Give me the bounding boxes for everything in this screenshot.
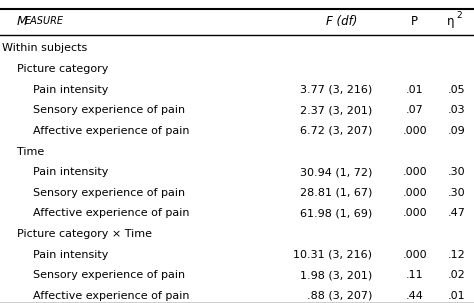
Text: .03: .03	[447, 105, 465, 115]
Text: 61.98 (1, 69): 61.98 (1, 69)	[300, 208, 372, 218]
Text: Affective experience of pain: Affective experience of pain	[33, 126, 190, 136]
Text: P: P	[411, 15, 418, 28]
Text: Affective experience of pain: Affective experience of pain	[33, 291, 190, 301]
Text: Time: Time	[17, 146, 44, 157]
Text: 1.98 (3, 201): 1.98 (3, 201)	[300, 270, 372, 280]
Text: 2: 2	[456, 11, 462, 20]
Text: .05: .05	[447, 85, 465, 95]
Text: .47: .47	[447, 208, 465, 218]
Text: .07: .07	[406, 105, 424, 115]
Text: .000: .000	[402, 249, 427, 260]
Text: Sensory experience of pain: Sensory experience of pain	[33, 105, 185, 115]
Text: Affective experience of pain: Affective experience of pain	[33, 208, 190, 218]
Text: .88 (3, 207): .88 (3, 207)	[307, 291, 372, 301]
Text: .000: .000	[402, 167, 427, 177]
Text: 10.31 (3, 216): 10.31 (3, 216)	[293, 249, 372, 260]
Text: M: M	[17, 15, 27, 28]
Text: F (df): F (df)	[326, 15, 357, 28]
Text: .12: .12	[447, 249, 465, 260]
Text: 2.37 (3, 201): 2.37 (3, 201)	[300, 105, 372, 115]
Text: Sensory experience of pain: Sensory experience of pain	[33, 270, 185, 280]
Text: .000: .000	[402, 208, 427, 218]
Text: Pain intensity: Pain intensity	[33, 85, 109, 95]
Text: .09: .09	[447, 126, 465, 136]
Text: .000: .000	[402, 188, 427, 198]
Text: .000: .000	[402, 126, 427, 136]
Text: Picture category: Picture category	[17, 64, 108, 74]
Text: Within subjects: Within subjects	[2, 43, 88, 54]
Text: 28.81 (1, 67): 28.81 (1, 67)	[300, 188, 372, 198]
Text: .02: .02	[447, 270, 465, 280]
Text: 3.77 (3, 216): 3.77 (3, 216)	[300, 85, 372, 95]
Text: .30: .30	[447, 167, 465, 177]
Text: .44: .44	[406, 291, 424, 301]
Text: EASURE: EASURE	[25, 16, 64, 26]
Text: .30: .30	[447, 188, 465, 198]
Text: Pain intensity: Pain intensity	[33, 167, 109, 177]
Text: Sensory experience of pain: Sensory experience of pain	[33, 188, 185, 198]
Text: Pain intensity: Pain intensity	[33, 249, 109, 260]
Text: 6.72 (3, 207): 6.72 (3, 207)	[300, 126, 372, 136]
Text: .01: .01	[406, 85, 424, 95]
Text: η: η	[447, 15, 454, 28]
Text: .01: .01	[447, 291, 465, 301]
Text: 30.94 (1, 72): 30.94 (1, 72)	[300, 167, 372, 177]
Text: .11: .11	[406, 270, 424, 280]
Text: Picture category × Time: Picture category × Time	[17, 229, 152, 239]
